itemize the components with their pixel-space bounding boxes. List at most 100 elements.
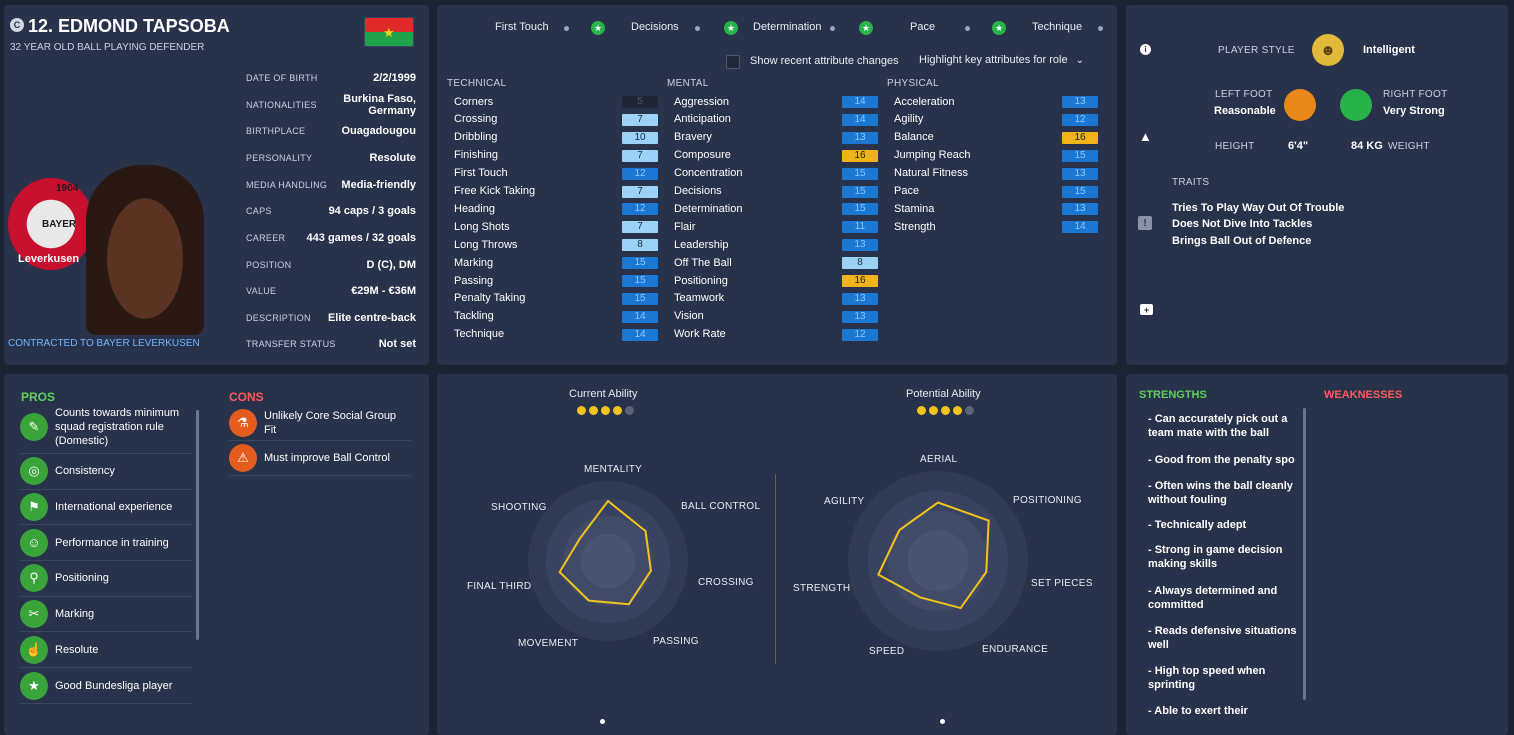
highlight-tab[interactable]: Decisions — [631, 21, 679, 33]
ability-star-icon — [625, 406, 634, 415]
pro-icon: ◎ — [20, 457, 48, 486]
radar-label: AERIAL — [920, 454, 958, 465]
attribute-name: Passing — [454, 274, 494, 287]
highlight-tab[interactable]: Technique — [1032, 21, 1083, 33]
attribute-name: Tackling — [454, 310, 494, 323]
pro-item: ✂ Marking — [20, 597, 192, 633]
attribute-value: 14 — [1062, 221, 1098, 234]
contracted-link[interactable]: CONTRACTED TO BAYER LEVERKUSEN — [8, 338, 200, 349]
attribute-value: 16 — [842, 149, 878, 162]
crest-text-bottom: Leverkusen — [18, 253, 80, 265]
attribute-value: 15 — [842, 185, 878, 198]
pro-item: ☺ Performance in training — [20, 525, 192, 562]
pro-icon: ☺ — [20, 528, 48, 557]
attributes-panel: First Touch ★ Decisions ★ Determination ★ Pace… — [437, 5, 1117, 365]
attribute-name: Composure — [674, 149, 731, 162]
radar-label: STRENGTH — [793, 583, 851, 594]
attribute-value: 7 — [622, 221, 658, 234]
attribute-value: 15 — [842, 167, 878, 180]
ability-star-icon — [601, 406, 610, 415]
attribute-value: 14 — [622, 310, 658, 323]
pro-icon: ⚲ — [20, 564, 48, 593]
pro-text: Positioning — [55, 572, 109, 585]
info-row: CAPS 94 caps / 3 goals — [246, 199, 416, 223]
attribute-value: 13 — [1062, 96, 1098, 108]
radar-chart-1 — [528, 471, 1028, 651]
attribute-name: Corners — [454, 95, 494, 108]
info-row: DESCRIPTION Elite centre-back — [246, 306, 416, 330]
page-indicator-dot[interactable] — [600, 719, 605, 724]
attribute-name: Marking — [454, 256, 494, 269]
info-row: PERSONALITY Resolute — [246, 146, 416, 170]
info-row: DATE OF BIRTH 2/2/1999 — [246, 66, 416, 90]
con-item: ⚗ Unlikely Core Social Group Fit — [229, 406, 411, 441]
strength-item: - Strong in game decision making skills — [1148, 544, 1283, 570]
technical-header: TECHNICAL — [447, 78, 507, 89]
radar-label: ENDURANCE — [982, 644, 1049, 655]
pros-scrollbar[interactable] — [196, 410, 199, 640]
attribute-value: 15 — [622, 275, 658, 287]
potential-ability-stars — [917, 406, 977, 418]
strength-item: - High top speed when sprinting — [1148, 665, 1266, 691]
attribute-value: 13 — [842, 239, 878, 252]
info-row: BIRTHPLACE Ouagadougou — [246, 119, 416, 143]
player-style-value: Intelligent — [1363, 44, 1415, 56]
radar-label: MOVEMENT — [518, 638, 579, 649]
attribute-name: Agility — [894, 113, 924, 126]
radar-polygon — [877, 501, 990, 610]
attribute-name: Natural Fitness — [894, 167, 968, 180]
ability-star-icon — [965, 406, 974, 415]
strength-item: - Good from the penalty spo — [1148, 454, 1295, 466]
attribute-value: 13 — [842, 310, 878, 323]
strength-item: - Reads defensive situations well — [1148, 625, 1297, 651]
highlight-tab[interactable]: Pace — [910, 21, 936, 33]
strength-item: - Able to exert their — [1148, 705, 1248, 717]
pros-cons-panel: PROS CONS ✎ Counts towards minimum squad … — [4, 374, 429, 735]
info-row: CAREER 443 games / 32 goals — [246, 226, 416, 250]
con-text: Unlikely Core Social Group Fit — [264, 410, 397, 436]
separator-dot — [830, 26, 835, 31]
current-ability-stars — [577, 406, 637, 418]
attribute-value: 15 — [1062, 185, 1098, 198]
highlight-tab[interactable]: Determination — [753, 21, 822, 33]
trait-1: Tries To Play Way Out Of Trouble — [1172, 202, 1345, 214]
attribute-value: 5 — [622, 96, 658, 108]
attribute-value: 10 — [622, 131, 658, 144]
highlight-dropdown-label: Highlight key attributes for role — [919, 54, 1068, 66]
strengths-scrollbar[interactable] — [1303, 408, 1306, 700]
con-text: Must improve Ball Control — [264, 452, 390, 464]
pro-item: ☝ Resolute — [20, 633, 192, 669]
ability-star-icon — [929, 406, 938, 415]
star-icon: ★ — [992, 21, 1006, 35]
con-icon: ⚗ — [229, 409, 257, 437]
attribute-value: 15 — [622, 292, 658, 305]
attribute-name: Crossing — [454, 113, 498, 126]
highlight-dropdown[interactable]: Highlight key attributes for role ⌄ — [919, 54, 1084, 66]
ability-panel: Current Ability Potential Ability MENTAL… — [437, 374, 1117, 735]
highlight-tab[interactable]: First Touch — [495, 21, 549, 33]
attribute-name: Finishing — [454, 149, 499, 162]
info-value: Media-friendly — [341, 179, 416, 191]
attribute-name: Flair — [674, 220, 696, 233]
con-icon: ⚠ — [229, 444, 257, 472]
attribute-value: 13 — [1062, 203, 1098, 216]
attribute-value: 8 — [622, 239, 658, 252]
show-changes-checkbox[interactable] — [726, 55, 740, 69]
page-indicator-dot[interactable] — [940, 719, 945, 724]
info-icon[interactable]: i — [1140, 44, 1151, 55]
attribute-value: 7 — [622, 149, 658, 162]
height-value: 6'4" — [1288, 140, 1309, 152]
strength-item: - Often wins the ball cleanly without fo… — [1148, 480, 1293, 506]
player-name: 12. EDMOND TAPSOBA — [28, 16, 230, 36]
info-value: Resolute — [369, 152, 416, 164]
boot-icon: ▲ — [1139, 129, 1152, 144]
attribute-value: 14 — [842, 96, 878, 108]
info-value: 2/2/1999 — [373, 72, 416, 84]
pro-text: International experience — [55, 501, 173, 514]
attribute-name: Long Shots — [454, 220, 510, 233]
info-row: VALUE €29M - €36M — [246, 279, 416, 303]
pro-icon: ✎ — [20, 412, 48, 441]
traits-label: TRAITS — [1172, 177, 1210, 188]
attribute-name: Free Kick Taking — [454, 185, 536, 197]
player-subtitle: 32 YEAR OLD BALL PLAYING DEFENDER — [10, 42, 205, 53]
